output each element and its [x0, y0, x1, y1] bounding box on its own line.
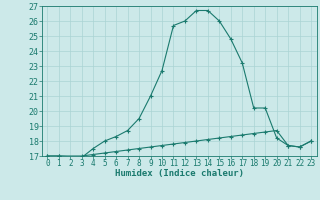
X-axis label: Humidex (Indice chaleur): Humidex (Indice chaleur): [115, 169, 244, 178]
